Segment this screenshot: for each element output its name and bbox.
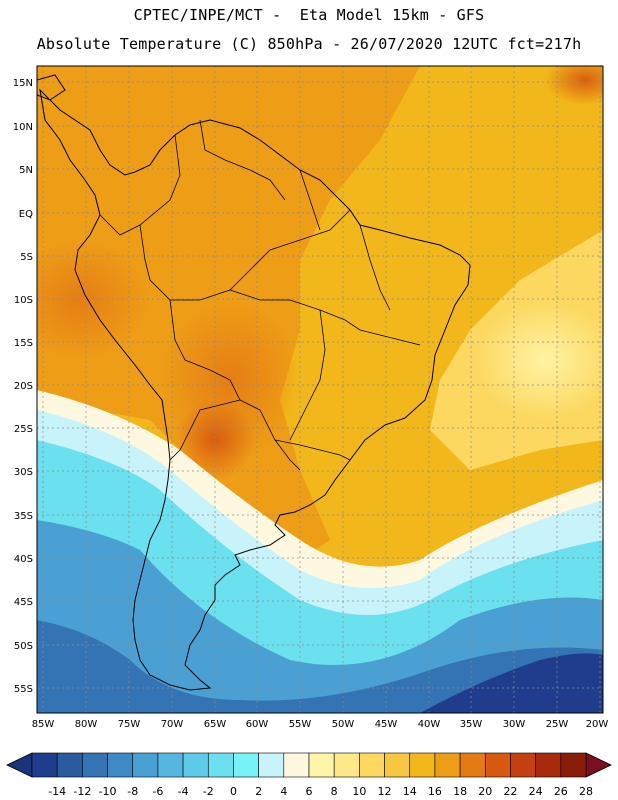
lat-tick-label: 50S [14, 641, 33, 652]
lat-lon-gridlines [37, 66, 603, 713]
colorbar-tick-label: 18 [453, 785, 467, 798]
colorbar-cell [409, 752, 436, 778]
lat-tick-label: 15S [14, 338, 33, 349]
colorbar-cell [535, 752, 562, 778]
colorbar-tick-label: 26 [554, 785, 568, 798]
lat-tick-label: 10S [14, 295, 33, 306]
colorbar-cell [107, 752, 134, 778]
colorbar-high-arrow [585, 752, 612, 778]
lat-tick-label: 35S [14, 511, 33, 522]
lon-tick-label: 60W [246, 719, 269, 730]
lon-tick-label: 70W [161, 719, 184, 730]
lon-tick-label: 55W [289, 719, 312, 730]
lon-tick-label: 25W [546, 719, 569, 730]
colorbar-cell [283, 752, 310, 778]
colorbar-tick-label: -12 [73, 785, 91, 798]
lon-tick-label: 20W [586, 719, 609, 730]
colorbar-tick-label: 0 [230, 785, 237, 798]
colorbar-cell [333, 752, 360, 778]
country-borders [99, 119, 421, 471]
lat-tick-label: 10N [13, 122, 33, 133]
map-title-line-2: Absolute Temperature (C) 850hPa - 26/07/… [36, 35, 582, 53]
colorbar-tick-label: 22 [503, 785, 517, 798]
colorbar-low-arrow [6, 752, 33, 778]
colorbar-cell [31, 752, 58, 778]
colorbar-tick-label: 16 [428, 785, 442, 798]
colorbar-tick-label: 10 [352, 785, 366, 798]
colorbar-tick-label: -10 [99, 785, 117, 798]
colorbar-tick-label: -14 [48, 785, 66, 798]
colorbar-cell [157, 752, 184, 778]
colorbar-cell [182, 752, 209, 778]
colorbar-cell [510, 752, 536, 778]
colorbar-tick-label: 12 [378, 785, 392, 798]
colorbar: -14 -12 -10 -8 -6 -4 -2 0 2 4 6 8 10 12 14 16 18 20 22 24 26… [6, 752, 612, 798]
lat-tick-label: 40S [14, 554, 33, 565]
lon-tick-label: 40W [418, 719, 441, 730]
lat-tick-label: 5N [19, 165, 33, 176]
lon-tick-label: 45W [375, 719, 398, 730]
colorbar-cell [434, 752, 461, 778]
lon-tick-label: 50W [332, 719, 355, 730]
colorbar-tick-label: 6 [306, 785, 313, 798]
south-america-coastline [39, 88, 471, 691]
lon-tick-label: 65W [204, 719, 227, 730]
colorbar-cell [560, 752, 587, 778]
colorbar-tick-label: -8 [127, 785, 138, 798]
map-title-line-1: CPTEC/INPE/MCT - Eta Model 15km - GFS [133, 6, 485, 24]
colorbar-tick-label: -2 [203, 785, 214, 798]
lat-tick-label: 5S [20, 252, 33, 263]
lon-tick-label: 75W [118, 719, 141, 730]
lat-tick-label: 20S [14, 381, 33, 392]
lat-tick-label: EQ [19, 209, 33, 220]
colorbar-tick-label: 20 [478, 785, 492, 798]
colorbar-cell [258, 752, 285, 778]
colorbar-cell [56, 752, 83, 778]
colorbar-cell [359, 752, 385, 778]
colorbar-tick-label: 24 [529, 785, 543, 798]
colorbar-tick-label: 14 [403, 785, 417, 798]
latitude-axis: 15N 10N 5N EQ 5S 10S 15S 20S 25S 30S 35S… [13, 78, 33, 695]
map-frame [36, 65, 604, 714]
lat-tick-label: 55S [14, 684, 33, 695]
lat-tick-label: 45S [14, 597, 33, 608]
lat-tick-label: 15N [13, 78, 33, 89]
colorbar-cell [132, 752, 159, 778]
lon-tick-label: 85W [32, 719, 55, 730]
colorbar-cell [233, 752, 259, 778]
colorbar-cell [82, 752, 108, 778]
colorbar-tick-label: 4 [280, 785, 287, 798]
lat-tick-label: 25S [14, 424, 33, 435]
colorbar-cell [384, 752, 411, 778]
temperature-field [37, 66, 603, 713]
colorbar-tick-label: 28 [579, 785, 593, 798]
lon-tick-label: 80W [75, 719, 98, 730]
longitude-axis: 85W 80W 75W 70W 65W 60W 55W 50W 45W 40W … [32, 719, 609, 730]
colorbar-tick-label: -6 [152, 785, 163, 798]
lat-tick-label: 30S [14, 467, 33, 478]
colorbar-cell [484, 752, 511, 778]
colorbar-tick-label: 2 [255, 785, 262, 798]
colorbar-tick-label: -4 [178, 785, 189, 798]
colorbar-cell [459, 752, 486, 778]
colorbar-tick-label: 8 [331, 785, 338, 798]
lon-tick-label: 35W [460, 719, 483, 730]
colorbar-cell [308, 752, 335, 778]
colorbar-cell [207, 752, 234, 778]
lon-tick-label: 30W [503, 719, 526, 730]
